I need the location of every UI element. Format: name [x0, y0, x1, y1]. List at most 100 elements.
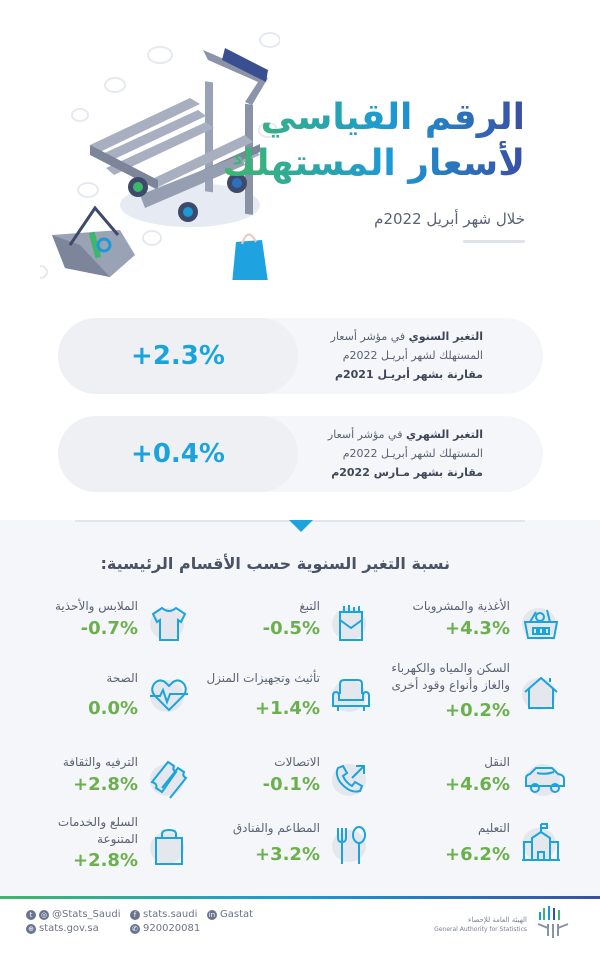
tshirt-icon: [148, 602, 190, 644]
gastat-logo: الهيئة العامة للإحصاء General Authority …: [412, 904, 572, 944]
heart-pulse-icon: [148, 674, 190, 716]
sector-restaurants: المطاعم والفنادق +3.2%: [182, 820, 372, 880]
desc-bold: التغير السنوي: [408, 330, 483, 343]
org-name-arabic: الهيئة العامة للإحصاء: [468, 916, 527, 924]
website-url: stats.gov.sa: [39, 923, 99, 934]
shopping-cart-illustration: [40, 32, 280, 280]
sector-value: +1.4%: [254, 698, 320, 719]
title-line-1: الرقم القياسي: [222, 95, 525, 141]
page-title: الرقم القياسي لأسعار المستهلك: [222, 95, 525, 187]
twitter-instagram-link[interactable]: t ◎ @Stats_Saudi: [26, 909, 120, 920]
sector-tobacco: التبغ -0.5%: [182, 598, 372, 658]
twitter-icon: t: [26, 909, 36, 920]
sector-food: الأغذية والمشروبات +4.3%: [372, 598, 562, 658]
desc-line-2: المستهلك لشهر أبريـل 2022م: [342, 349, 483, 362]
food-basket-icon: [520, 602, 562, 644]
desc-line-3: مقارنة بشهر أبريـل 2021م: [334, 368, 483, 381]
sector-label: تأثيث وتجهيزات المنزل: [206, 671, 320, 685]
phone-number: 920020081: [143, 923, 201, 934]
phone-link[interactable]: ✆ 920020081: [130, 923, 200, 934]
globe-icon: ⊕: [26, 923, 36, 934]
instagram-icon: ◎: [39, 909, 49, 920]
car-icon: [524, 758, 566, 800]
sector-clothing: الملابس والأحذية -0.7%: [0, 598, 190, 658]
fork-spoon-icon: [330, 824, 372, 866]
sector-furnishing: تأثيث وتجهيزات المنزل +1.4%: [182, 670, 372, 730]
footer-divider: [0, 896, 600, 899]
desc-line-3: مقارنة بشهر مـارس 2022م: [331, 466, 483, 479]
sector-health: الصحة 0.0%: [0, 670, 190, 730]
sector-label: الترفيه والثقافة: [62, 755, 138, 769]
desc-rest: في مؤشر أسعار: [330, 330, 409, 343]
sector-label: التبغ: [299, 599, 320, 613]
sector-label: الصحة: [106, 671, 138, 685]
down-arrow-icon: [289, 520, 313, 532]
monthly-change-description: التغير الشهري في مؤشر أسعار المستهلك لشه…: [283, 425, 483, 482]
desc-bold: التغير الشهري: [405, 428, 483, 441]
sector-label: التعليم: [478, 821, 510, 835]
sector-value: -0.7%: [80, 618, 138, 639]
desc-rest: في مؤشر أسعار: [327, 428, 406, 441]
monthly-change-value: +0.4%: [131, 439, 225, 469]
cigarette-pack-icon: [330, 602, 372, 644]
hero: الرقم القياسي لأسعار المستهلك خلال شهر أ…: [0, 0, 600, 300]
annual-change-description: التغير السنوي في مؤشر أسعار المستهلك لشه…: [283, 327, 483, 384]
sector-transport: النقل +4.6%: [372, 754, 565, 814]
website-link[interactable]: ⊕ stats.gov.sa: [26, 923, 99, 934]
sector-value: 0.0%: [88, 698, 138, 719]
school-icon: [520, 822, 562, 864]
sector-label: السلع والخدمات المتنوعة: [58, 814, 138, 848]
sector-label: النقل: [484, 755, 510, 769]
facebook-icon: f: [130, 909, 140, 920]
sector-value: -0.5%: [262, 618, 320, 639]
linkedin-icon: in: [207, 909, 217, 920]
annual-change-value: +2.3%: [131, 341, 225, 371]
sector-value: +0.2%: [444, 700, 510, 721]
subtitle: خلال شهر أبريل 2022م: [374, 210, 525, 228]
sector-label: الملابس والأحذية: [54, 599, 138, 613]
value-box: +2.3%: [58, 318, 298, 394]
org-name-english: General Authority for Statistics: [434, 926, 527, 933]
sector-value: +2.8%: [72, 774, 138, 795]
sector-value: +3.2%: [254, 844, 320, 865]
desc-line-2: المستهلك لشهر أبريـل 2022م: [342, 447, 483, 460]
sectors-title: نسبة التغير السنوية حسب الأقسام الرئيسية…: [100, 554, 451, 573]
sector-value: +4.3%: [444, 618, 510, 639]
sector-label: الأغذية والمشروبات: [412, 599, 510, 613]
value-box: +0.4%: [58, 416, 298, 492]
label-line-2: المتنوعة: [97, 832, 138, 846]
tickets-icon: [148, 758, 190, 800]
armchair-icon: [330, 674, 372, 716]
subtitle-divider: [463, 240, 525, 243]
sector-label: الاتصالات: [274, 755, 320, 769]
linkedin-link[interactable]: in Gastat: [207, 909, 253, 920]
sector-value: +6.2%: [444, 844, 510, 865]
footer: t ◎ @Stats_Saudi f stats.saudi in Gastat…: [0, 899, 600, 955]
sector-recreation: الترفيه والثقافة +2.8%: [0, 754, 190, 814]
facebook-handle: stats.saudi: [143, 909, 198, 920]
label-line-1: السلع والخدمات: [57, 815, 138, 829]
sector-value: +4.6%: [444, 774, 510, 795]
facebook-link[interactable]: f stats.saudi: [130, 909, 197, 920]
monthly-change-card: +0.4% التغير الشهري في مؤشر أسعار المسته…: [58, 416, 543, 492]
phone-icon: [330, 758, 372, 800]
sector-value: -0.1%: [262, 774, 320, 795]
linkedin-handle: Gastat: [220, 909, 254, 920]
gastat-emblem-icon: [537, 906, 569, 938]
phone-icon: ✆: [130, 923, 140, 934]
title-line-2: لأسعار المستهلك: [222, 141, 525, 187]
shopping-bag-icon: [148, 826, 190, 868]
sector-value: +2.8%: [72, 850, 138, 871]
sector-label: السكن والمياه والكهرباء والغاز وأنواع وقو…: [391, 660, 510, 694]
label-line-1: السكن والمياه والكهرباء: [391, 661, 510, 675]
sector-communications: الاتصالات -0.1%: [182, 754, 372, 814]
house-icon: [520, 672, 562, 714]
twitter-handle: @Stats_Saudi: [52, 909, 121, 920]
sectors-section: نسبة التغير السنوية حسب الأقسام الرئيسية…: [0, 520, 600, 898]
label-line-2: والغاز وأنواع وقود أخرى: [391, 678, 510, 692]
sector-misc-goods: السلع والخدمات المتنوعة +2.8%: [0, 814, 190, 884]
sector-education: التعليم +6.2%: [372, 820, 562, 880]
sector-label: المطاعم والفنادق: [232, 821, 320, 835]
sector-housing: السكن والمياه والكهرباء والغاز وأنواع وقو…: [372, 660, 562, 730]
annual-change-card: +2.3% التغير السنوي في مؤشر أسعار المسته…: [58, 318, 543, 394]
